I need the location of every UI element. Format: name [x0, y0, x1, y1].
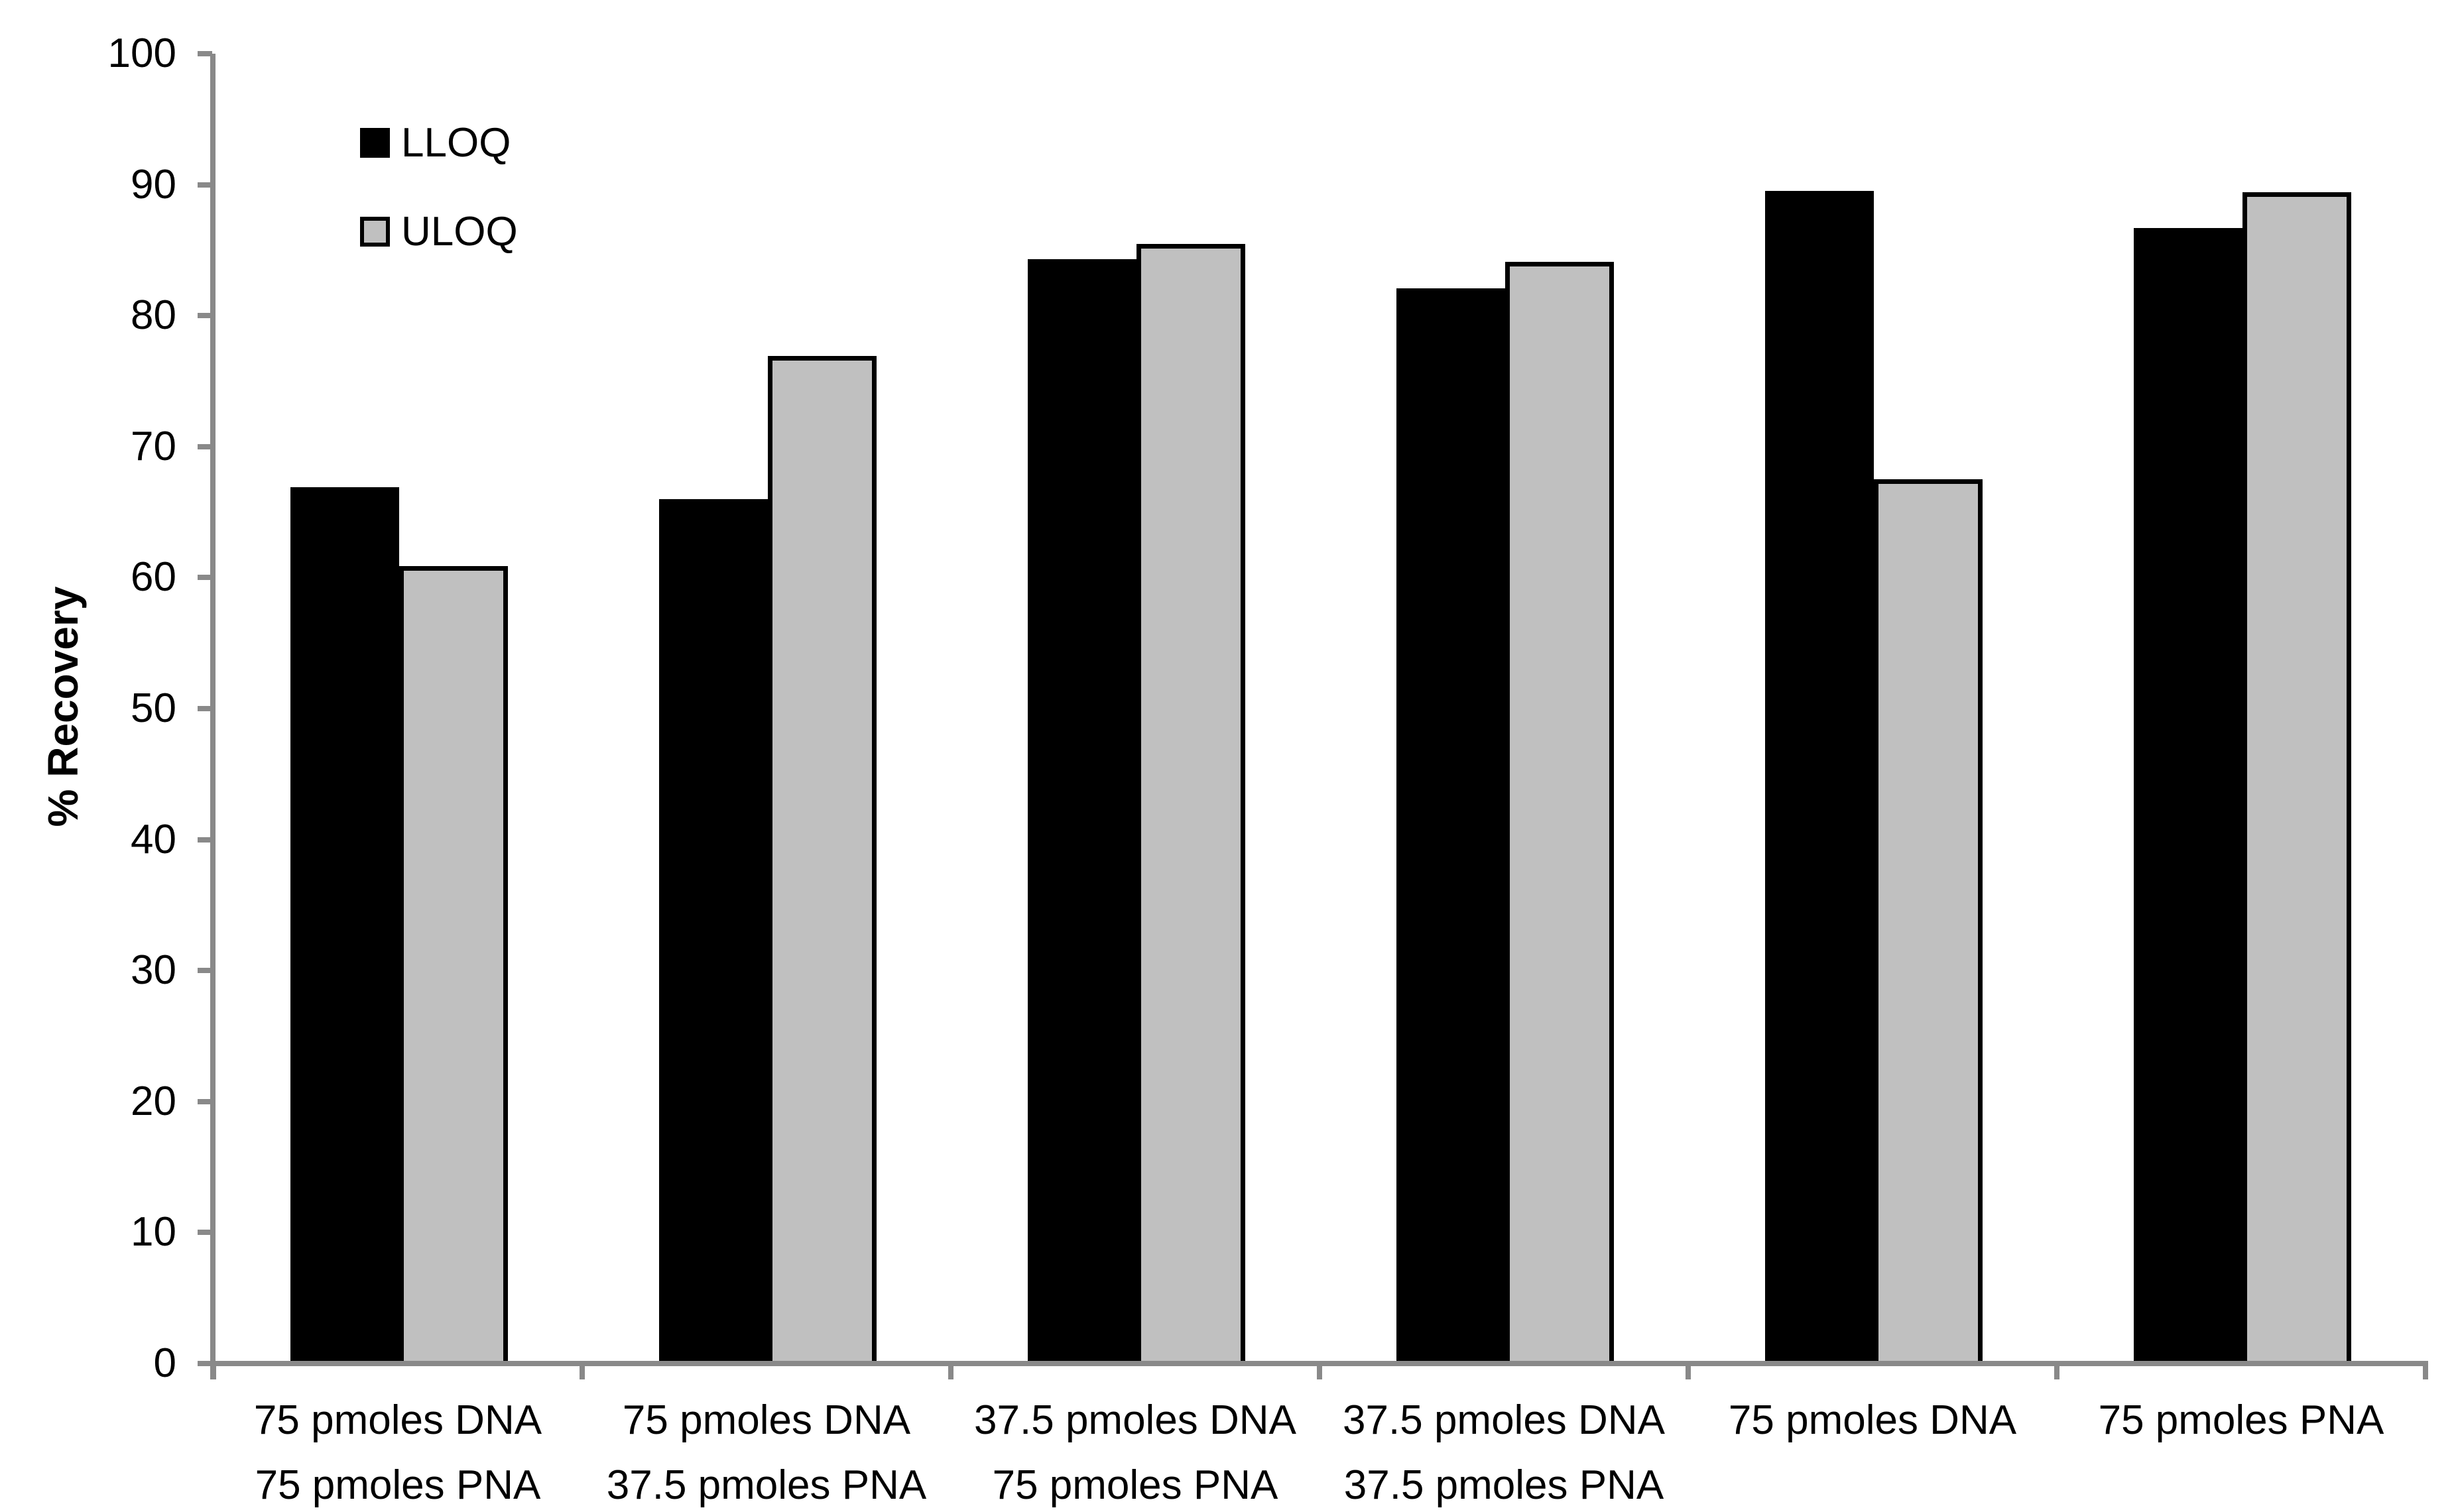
y-tick-80: [198, 313, 212, 319]
y-tick-label-80: 80: [131, 292, 176, 339]
bar-lloq-5: [1765, 191, 1874, 1366]
legend-item-lloq: LLOQ: [360, 121, 511, 164]
y-tick-label-50: 50: [131, 685, 176, 731]
x-tick-1: [580, 1361, 585, 1379]
x-category-label-3-line2: 75 pmoles PNA: [992, 1462, 1278, 1508]
y-tick-label-100: 100: [107, 30, 176, 76]
x-tick-2: [948, 1361, 953, 1379]
y-tick-label-0: 0: [153, 1340, 176, 1386]
x-category-label-1-line2: 75 pmoles PNA: [255, 1462, 541, 1508]
x-category-label-4-line1: 37.5 pmoles DNA: [1343, 1397, 1665, 1443]
legend-item-uloq: ULOQ: [360, 209, 518, 253]
y-tick-label-90: 90: [131, 161, 176, 207]
bar-lloq-4: [1396, 288, 1505, 1366]
bar-uloq-1: [399, 565, 508, 1366]
x-category-label-2-line1: 75 pmoles DNA: [622, 1397, 911, 1443]
x-tick-0: [211, 1361, 216, 1379]
x-category-label-3-line1: 37.5 pmoles DNA: [974, 1397, 1296, 1443]
bar-lloq-6: [2134, 227, 2242, 1366]
y-tick-0: [198, 1361, 212, 1366]
x-category-label-6-line1: 75 pmoles PNA: [2098, 1397, 2384, 1443]
y-tick-30: [198, 968, 212, 974]
bar-uloq-6: [2242, 192, 2351, 1366]
bar-uloq-4: [1505, 262, 1614, 1366]
legend-label-lloq: LLOQ: [401, 119, 511, 166]
y-axis-line: [210, 54, 215, 1379]
x-category-label-2-line2: 37.5 pmoles PNA: [606, 1462, 927, 1508]
bar-lloq-2: [659, 498, 768, 1366]
bar-uloq-2: [768, 356, 877, 1366]
legend-marker-lloq-icon: [360, 128, 390, 158]
x-tick-4: [1686, 1361, 1691, 1379]
y-tick-100: [198, 51, 212, 56]
x-category-label-5-line1: 75 pmoles DNA: [1728, 1397, 2017, 1443]
y-tick-label-30: 30: [131, 947, 176, 994]
y-tick-10: [198, 1230, 212, 1236]
y-tick-label-40: 40: [131, 816, 176, 862]
y-tick-label-70: 70: [131, 423, 176, 469]
bar-lloq-3: [1028, 259, 1136, 1366]
y-tick-60: [198, 575, 212, 581]
x-tick-6: [2423, 1361, 2428, 1379]
y-tick-label-10: 10: [131, 1209, 176, 1255]
x-tick-5: [2054, 1361, 2059, 1379]
bar-uloq-3: [1136, 243, 1245, 1366]
y-tick-70: [198, 443, 212, 449]
y-tick-label-20: 20: [131, 1078, 176, 1124]
x-tick-3: [1317, 1361, 1322, 1379]
y-tick-40: [198, 837, 212, 843]
y-tick-20: [198, 1098, 212, 1104]
bar-uloq-5: [1874, 479, 1983, 1366]
legend-label-uloq: ULOQ: [401, 208, 518, 255]
legend-marker-uloq-icon: [360, 217, 390, 247]
y-tick-label-60: 60: [131, 554, 176, 601]
x-category-label-1-line1: 75 pmoles DNA: [253, 1397, 542, 1443]
bar-lloq-1: [290, 487, 399, 1366]
y-tick-50: [198, 706, 212, 711]
x-category-label-4-line2: 37.5 pmoles PNA: [1343, 1462, 1664, 1508]
y-tick-90: [198, 182, 212, 188]
